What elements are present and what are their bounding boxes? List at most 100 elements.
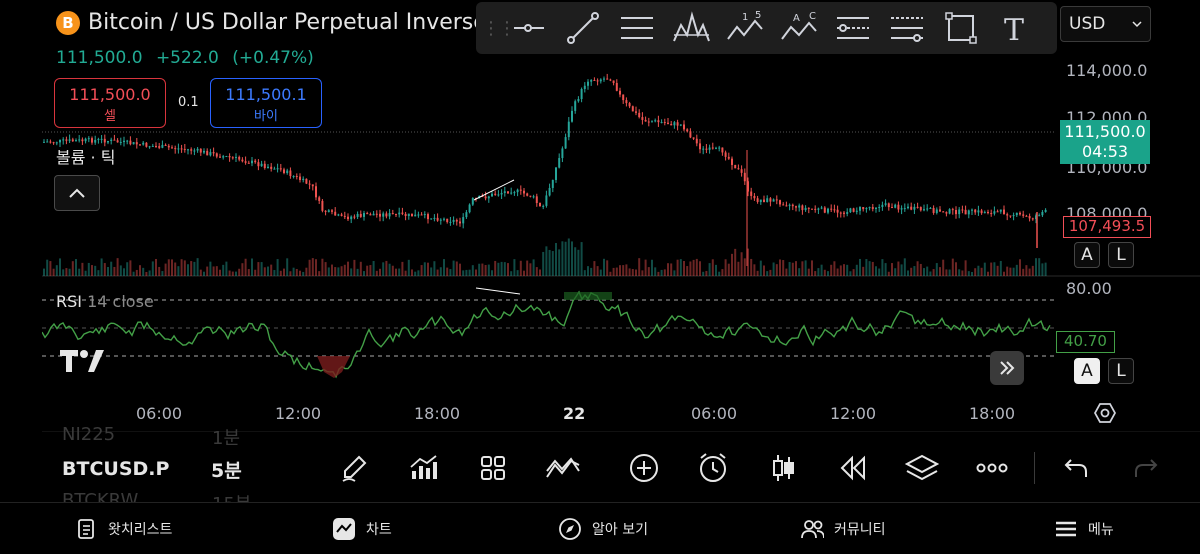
nav-community[interactable]: 커뮤니티 <box>800 517 886 541</box>
buy-button[interactable]: 111,500.1 바이 <box>210 78 322 128</box>
chart-settings-button[interactable] <box>1093 402 1117 428</box>
rsi-log-scale-button[interactable]: L <box>1108 358 1134 384</box>
volume-bar <box>718 271 721 276</box>
candle-body <box>692 137 695 139</box>
candle-body <box>676 122 679 126</box>
candle-body <box>219 156 221 158</box>
rsi-indicator-label[interactable]: RSI 14 close <box>56 292 154 311</box>
candle-body <box>193 150 196 152</box>
volume-bar <box>539 269 541 276</box>
candle-body <box>734 164 737 169</box>
rsi-auto-scale-button[interactable]: A <box>1074 358 1100 384</box>
volume-bar <box>884 263 887 276</box>
volume-bar <box>1035 258 1037 276</box>
candle-body <box>132 142 135 145</box>
undo-icon[interactable] <box>1056 448 1096 488</box>
text-icon[interactable]: T <box>988 6 1042 50</box>
volume-bar <box>436 269 439 276</box>
nav-chart[interactable]: 차트 <box>332 517 392 541</box>
price-chart-canvas[interactable] <box>42 0 1200 432</box>
candle-body <box>551 179 554 188</box>
candle-body <box>945 212 948 214</box>
sell-button[interactable]: 111,500.0 셀 <box>54 78 166 128</box>
more-icon[interactable] <box>972 448 1012 488</box>
volume-bar <box>1019 259 1021 276</box>
volume-bar <box>820 264 823 276</box>
interval-picker-current[interactable]: 5분 <box>211 460 242 482</box>
volume-bar <box>737 261 740 276</box>
candle-body <box>558 158 561 168</box>
candle-body <box>852 208 855 212</box>
volume-bar <box>270 264 273 276</box>
candle-body <box>724 152 727 157</box>
head-shoulders-icon[interactable] <box>664 6 718 50</box>
symbol-picker-current[interactable]: BTCUSD.P <box>62 458 170 480</box>
time-tick-day: 22 <box>563 404 586 423</box>
layers-icon[interactable] <box>902 448 942 488</box>
candle-body <box>462 217 465 224</box>
chart-area[interactable] <box>42 0 1200 432</box>
volume-bar <box>801 261 804 276</box>
interval-picker-next[interactable]: 15분 <box>212 490 251 502</box>
candle-body <box>1022 214 1025 216</box>
candle-body <box>849 208 852 213</box>
volume-bar <box>356 268 359 276</box>
candle-body <box>401 212 404 214</box>
horizontal-ray-icon[interactable] <box>502 6 556 50</box>
volume-bar <box>641 270 644 276</box>
fib-retracement-icon[interactable] <box>826 6 880 50</box>
scroll-to-realtime-button[interactable] <box>990 351 1024 385</box>
nav-explore-label: 알아 보기 <box>592 522 648 538</box>
rectangle-icon[interactable] <box>934 6 988 50</box>
candle-body <box>55 142 58 144</box>
volume-indicator-label[interactable]: 볼륨 · 틱 <box>56 148 116 167</box>
parallel-channel-icon[interactable] <box>610 6 664 50</box>
trend-line-icon[interactable] <box>556 6 610 50</box>
symbol-picker-prev[interactable]: NI225 <box>62 424 116 445</box>
nav-explore[interactable]: 알아 보기 <box>558 517 648 541</box>
candle-body <box>628 103 631 107</box>
volume-bar <box>257 262 260 276</box>
candle-style-icon[interactable] <box>763 448 803 488</box>
volume-bar <box>631 269 634 276</box>
candle-body <box>571 110 573 122</box>
symbol-header[interactable]: B Bitcoin / US Dollar Perpetual Inverse <box>56 10 487 35</box>
volume-bar <box>939 267 941 276</box>
layout-grid-icon[interactable] <box>473 448 513 488</box>
volume-bar <box>363 271 365 276</box>
candle-body <box>708 147 711 150</box>
candle-body <box>372 213 375 216</box>
indicators-icon[interactable] <box>403 448 443 488</box>
auto-scale-button[interactable]: A <box>1074 242 1100 268</box>
nav-menu[interactable]: 메뉴 <box>1054 517 1114 541</box>
interval-picker-prev[interactable]: 1분 <box>212 428 241 449</box>
candle-body <box>785 205 788 207</box>
fib-extension-icon[interactable] <box>880 6 934 50</box>
brush-icon[interactable] <box>334 448 374 488</box>
log-scale-button[interactable]: L <box>1108 242 1134 268</box>
price-summary: 111,500.0 +522.0 (+0.47%) <box>56 48 322 68</box>
currency-select[interactable]: USD <box>1060 6 1151 42</box>
symbol-picker-next[interactable]: BTCKRW <box>62 490 139 502</box>
volume-bar <box>987 271 989 276</box>
candle-body <box>715 147 717 149</box>
collapse-legend-button[interactable] <box>54 175 100 211</box>
order-quantity[interactable]: 0.1 <box>178 95 199 110</box>
replay-icon[interactable] <box>833 448 873 488</box>
nav-watchlist[interactable]: 왓치리스트 <box>74 517 172 541</box>
candle-body <box>961 209 964 211</box>
candle-body <box>1006 214 1009 216</box>
add-icon[interactable] <box>624 448 664 488</box>
candle-body <box>910 206 913 210</box>
compare-icon[interactable] <box>543 448 583 488</box>
volume-bar <box>411 269 413 276</box>
redo-icon[interactable] <box>1126 448 1166 488</box>
drag-handle-icon[interactable]: ⋮⋮ <box>482 17 516 39</box>
alarm-icon[interactable] <box>693 448 733 488</box>
volume-bar <box>1015 264 1018 276</box>
volume-bar <box>695 258 698 276</box>
time-tick: 06:00 <box>136 404 183 423</box>
candle-body <box>52 142 55 144</box>
